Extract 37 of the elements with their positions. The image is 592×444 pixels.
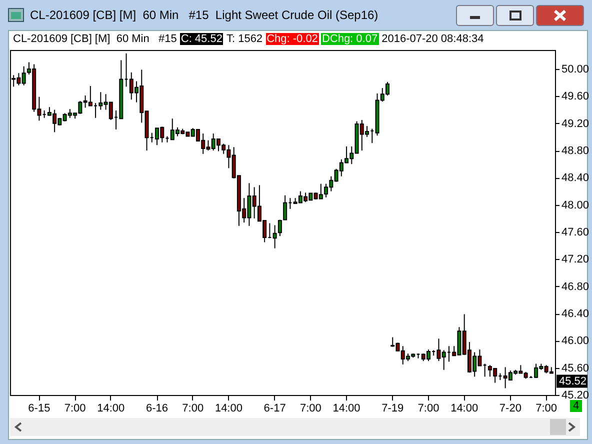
text: Chg: -0.02	[266, 33, 319, 45]
y-tick-label: 50.00	[562, 64, 590, 76]
y-tick-label: 46.80	[562, 280, 590, 293]
x-tick-label: 7:00	[536, 402, 558, 414]
x-tick-label: 6-17	[264, 402, 286, 414]
chart-subtitle: CL-201609 [CB] [M] 60 Min #15	[12, 33, 178, 45]
y-tick-label: 47.60	[562, 226, 590, 239]
y-tick-label: 49.20	[562, 118, 590, 130]
y-tick-label: 48.40	[562, 172, 590, 184]
x-tick-label: 7:00	[418, 402, 440, 414]
y-tick-label: 48.00	[562, 199, 590, 212]
text: DChg: 0.07	[320, 33, 379, 45]
x-tick-label: 7-19	[382, 402, 404, 414]
text: C: 45.52	[180, 33, 224, 45]
text: 2016-07-20 08:48:34	[380, 33, 485, 45]
y-tick-label: 45.60	[562, 362, 590, 374]
x-tick-label: 7:00	[182, 402, 204, 414]
y-tick-label: 46.00	[562, 335, 590, 348]
y-tick-label: 47.20	[562, 254, 590, 266]
chart-title: CL-201609 [CB] [M] 60 Min #15 Light Sweet Crude Oil (Sep16)	[30, 8, 378, 22]
candlestick	[272, 224, 277, 249]
text: 4	[570, 400, 582, 412]
x-tick-label: 7:00	[64, 402, 86, 414]
text: T: 1562	[225, 33, 264, 45]
y-tick-label: 48.80	[562, 145, 590, 158]
x-tick-label: 7:00	[300, 402, 322, 414]
x-tick-label: 14:00	[450, 402, 478, 414]
x-tick-label: 14:00	[214, 402, 242, 414]
x-tick-label: 14:00	[332, 402, 360, 414]
x-tick-label: 7-20	[499, 402, 522, 414]
text: 45.52	[559, 375, 587, 388]
y-tick-label: 46.40	[562, 308, 590, 320]
x-tick-label: 6-16	[146, 402, 168, 414]
x-tick-label: 6-15	[28, 402, 50, 414]
x-tick-label: 14:00	[97, 402, 125, 414]
y-tick-label: 49.60	[562, 90, 590, 103]
y-tick-label: 45.20	[562, 390, 590, 402]
